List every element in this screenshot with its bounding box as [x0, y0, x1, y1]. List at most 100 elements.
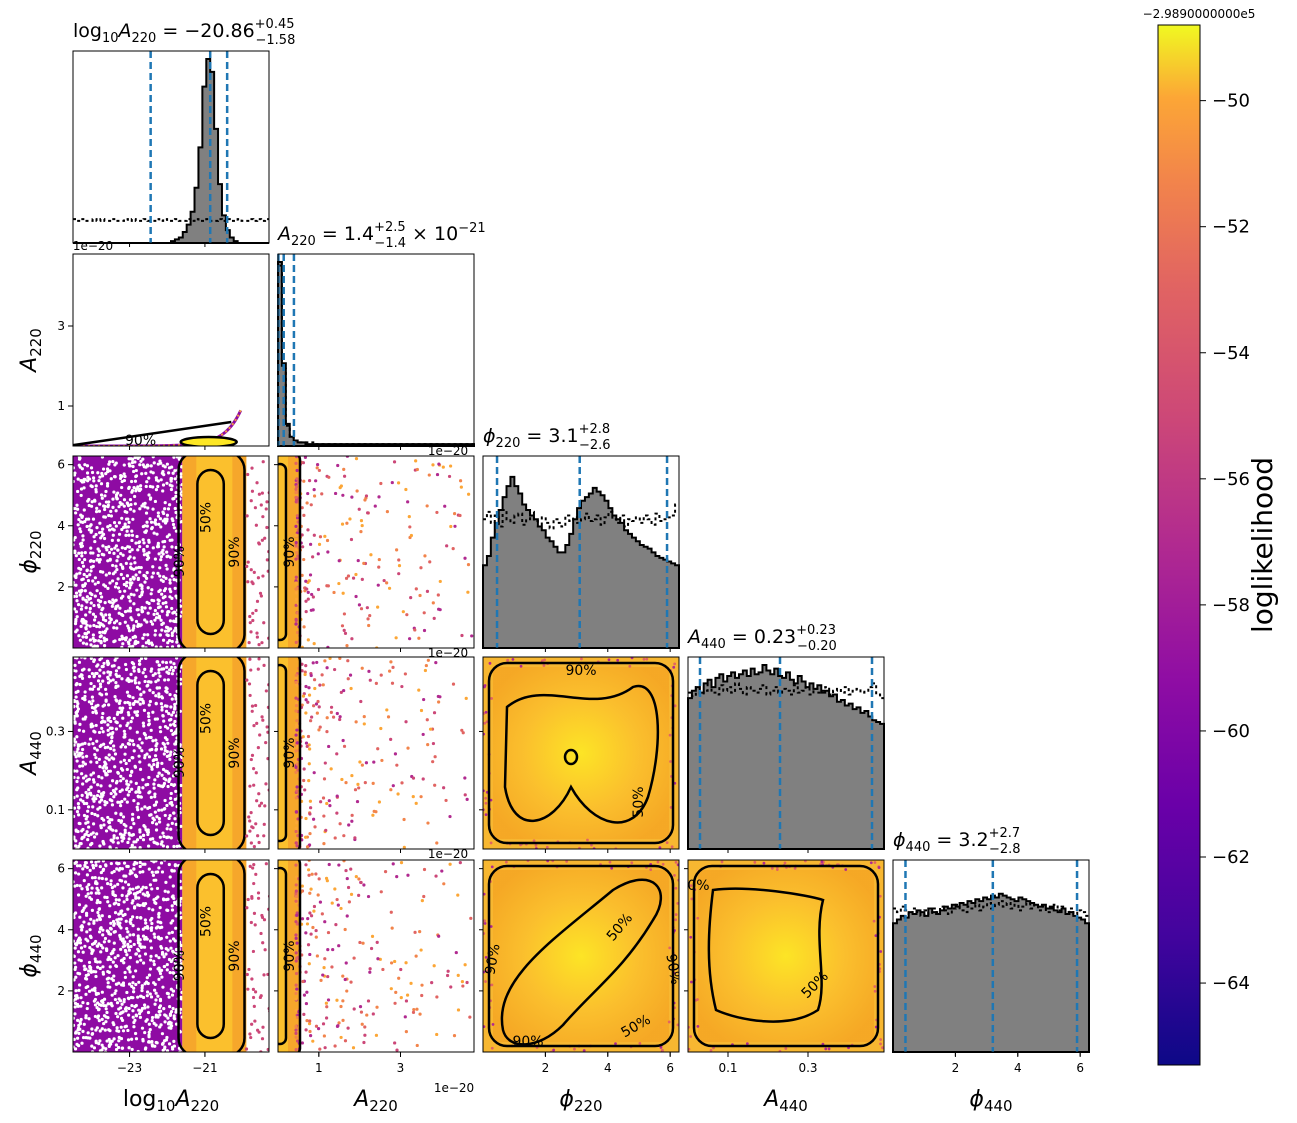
scatter-point: [696, 1025, 699, 1028]
scatter-gap: [115, 493, 118, 496]
scatter-point: [250, 499, 253, 502]
scatter-point: [442, 466, 445, 469]
scatter-gap: [138, 545, 141, 548]
scatter-point: [249, 630, 252, 633]
scatter-gap: [156, 572, 159, 575]
scatter-gap: [164, 501, 167, 504]
scatter-gap: [131, 465, 134, 468]
scatter-gap: [163, 1020, 166, 1023]
scatter-point: [630, 861, 633, 864]
title-lower-error: −1.4: [374, 236, 406, 251]
scatter-gap: [159, 906, 162, 909]
scatter-gap: [154, 810, 157, 813]
scatter-point: [412, 777, 415, 780]
scatter-gap: [111, 732, 114, 735]
scatter-gap: [148, 763, 151, 766]
scatter-gap: [169, 947, 172, 950]
scatter-point: [463, 557, 466, 560]
scatter-point: [710, 1049, 713, 1052]
scatter-gap: [162, 639, 165, 642]
scatter-gap: [92, 476, 95, 479]
scatter-gap: [141, 645, 144, 648]
scatter-point: [345, 644, 348, 647]
scatter-gap: [160, 975, 163, 978]
scatter-gap: [169, 1022, 172, 1025]
scatter-point: [645, 658, 648, 661]
scatter-point: [372, 782, 375, 785]
scatter-gap: [138, 663, 141, 666]
scatter-point: [690, 981, 693, 984]
scatter-gap: [130, 530, 133, 533]
scatter-gap: [121, 743, 124, 746]
scatter-point: [361, 764, 364, 767]
scatter-gap: [136, 960, 139, 963]
scatter-point: [311, 1040, 314, 1043]
scatter-point: [469, 917, 472, 920]
scatter-point: [356, 783, 359, 786]
scatter-gap: [98, 765, 101, 768]
scatter-gap: [163, 752, 166, 755]
scatter-gap: [89, 597, 92, 600]
scatter-point: [543, 664, 546, 667]
panel-content: 90%: [274, 856, 474, 1056]
scatter-point: [248, 1032, 251, 1035]
scatter-gap: [157, 866, 160, 869]
scatter-gap: [79, 514, 82, 517]
scatter-gap: [106, 676, 109, 679]
x-tick-label: 0.1: [718, 1061, 737, 1075]
scatter-point: [379, 482, 382, 485]
scatter-gap: [87, 1017, 90, 1020]
scatter-gap: [160, 629, 163, 632]
scatter-point: [309, 543, 312, 546]
scatter-point: [360, 519, 363, 522]
scatter-gap: [132, 1025, 135, 1028]
scatter-point: [345, 577, 348, 580]
scatter-gap: [171, 631, 174, 634]
scatter-point: [294, 933, 297, 936]
scatter-point: [535, 844, 538, 847]
scatter-point: [261, 1037, 264, 1040]
scatter-gap: [152, 898, 155, 901]
scatter-gap: [168, 1005, 171, 1008]
scatter-gap: [115, 1043, 118, 1046]
scatter-gap: [165, 710, 168, 713]
scatter-gap: [162, 897, 165, 900]
scatter-point: [675, 913, 678, 916]
scatter-point: [458, 514, 461, 517]
scatter-gap: [136, 744, 139, 747]
scatter-point: [343, 629, 346, 632]
scatter-gap: [95, 882, 98, 885]
scatter-gap: [129, 498, 132, 501]
scatter-gap: [109, 510, 112, 513]
scatter-gap: [109, 922, 112, 925]
scatter-gap: [82, 920, 85, 923]
scatter-point: [271, 696, 274, 699]
scatter-gap: [133, 642, 136, 645]
scatter-gap: [84, 993, 87, 996]
scatter-gap: [144, 502, 147, 505]
scatter-gap: [115, 559, 118, 562]
scatter-point: [360, 1011, 363, 1014]
scatter-point: [350, 893, 353, 896]
scatter-point: [295, 733, 298, 736]
scatter-gap: [108, 845, 111, 848]
scatter-gap: [152, 613, 155, 616]
scatter-point: [342, 739, 345, 742]
scatter-point: [385, 708, 388, 711]
scatter-gap: [146, 938, 149, 941]
scatter-point: [313, 825, 316, 828]
scatter-gap: [157, 602, 160, 605]
scatter-gap: [129, 599, 132, 602]
scatter-gap: [116, 604, 119, 607]
scatter-gap: [108, 825, 111, 828]
scatter-gap: [143, 633, 146, 636]
scatter-gap: [75, 713, 78, 716]
scatter-point: [262, 834, 265, 837]
scatter-gap: [156, 660, 159, 663]
scatter-gap: [115, 582, 118, 585]
scatter-gap: [174, 927, 177, 930]
scatter-gap: [98, 844, 101, 847]
scatter-gap: [145, 511, 148, 514]
scatter-point: [245, 565, 248, 568]
scatter-gap: [138, 1012, 141, 1015]
